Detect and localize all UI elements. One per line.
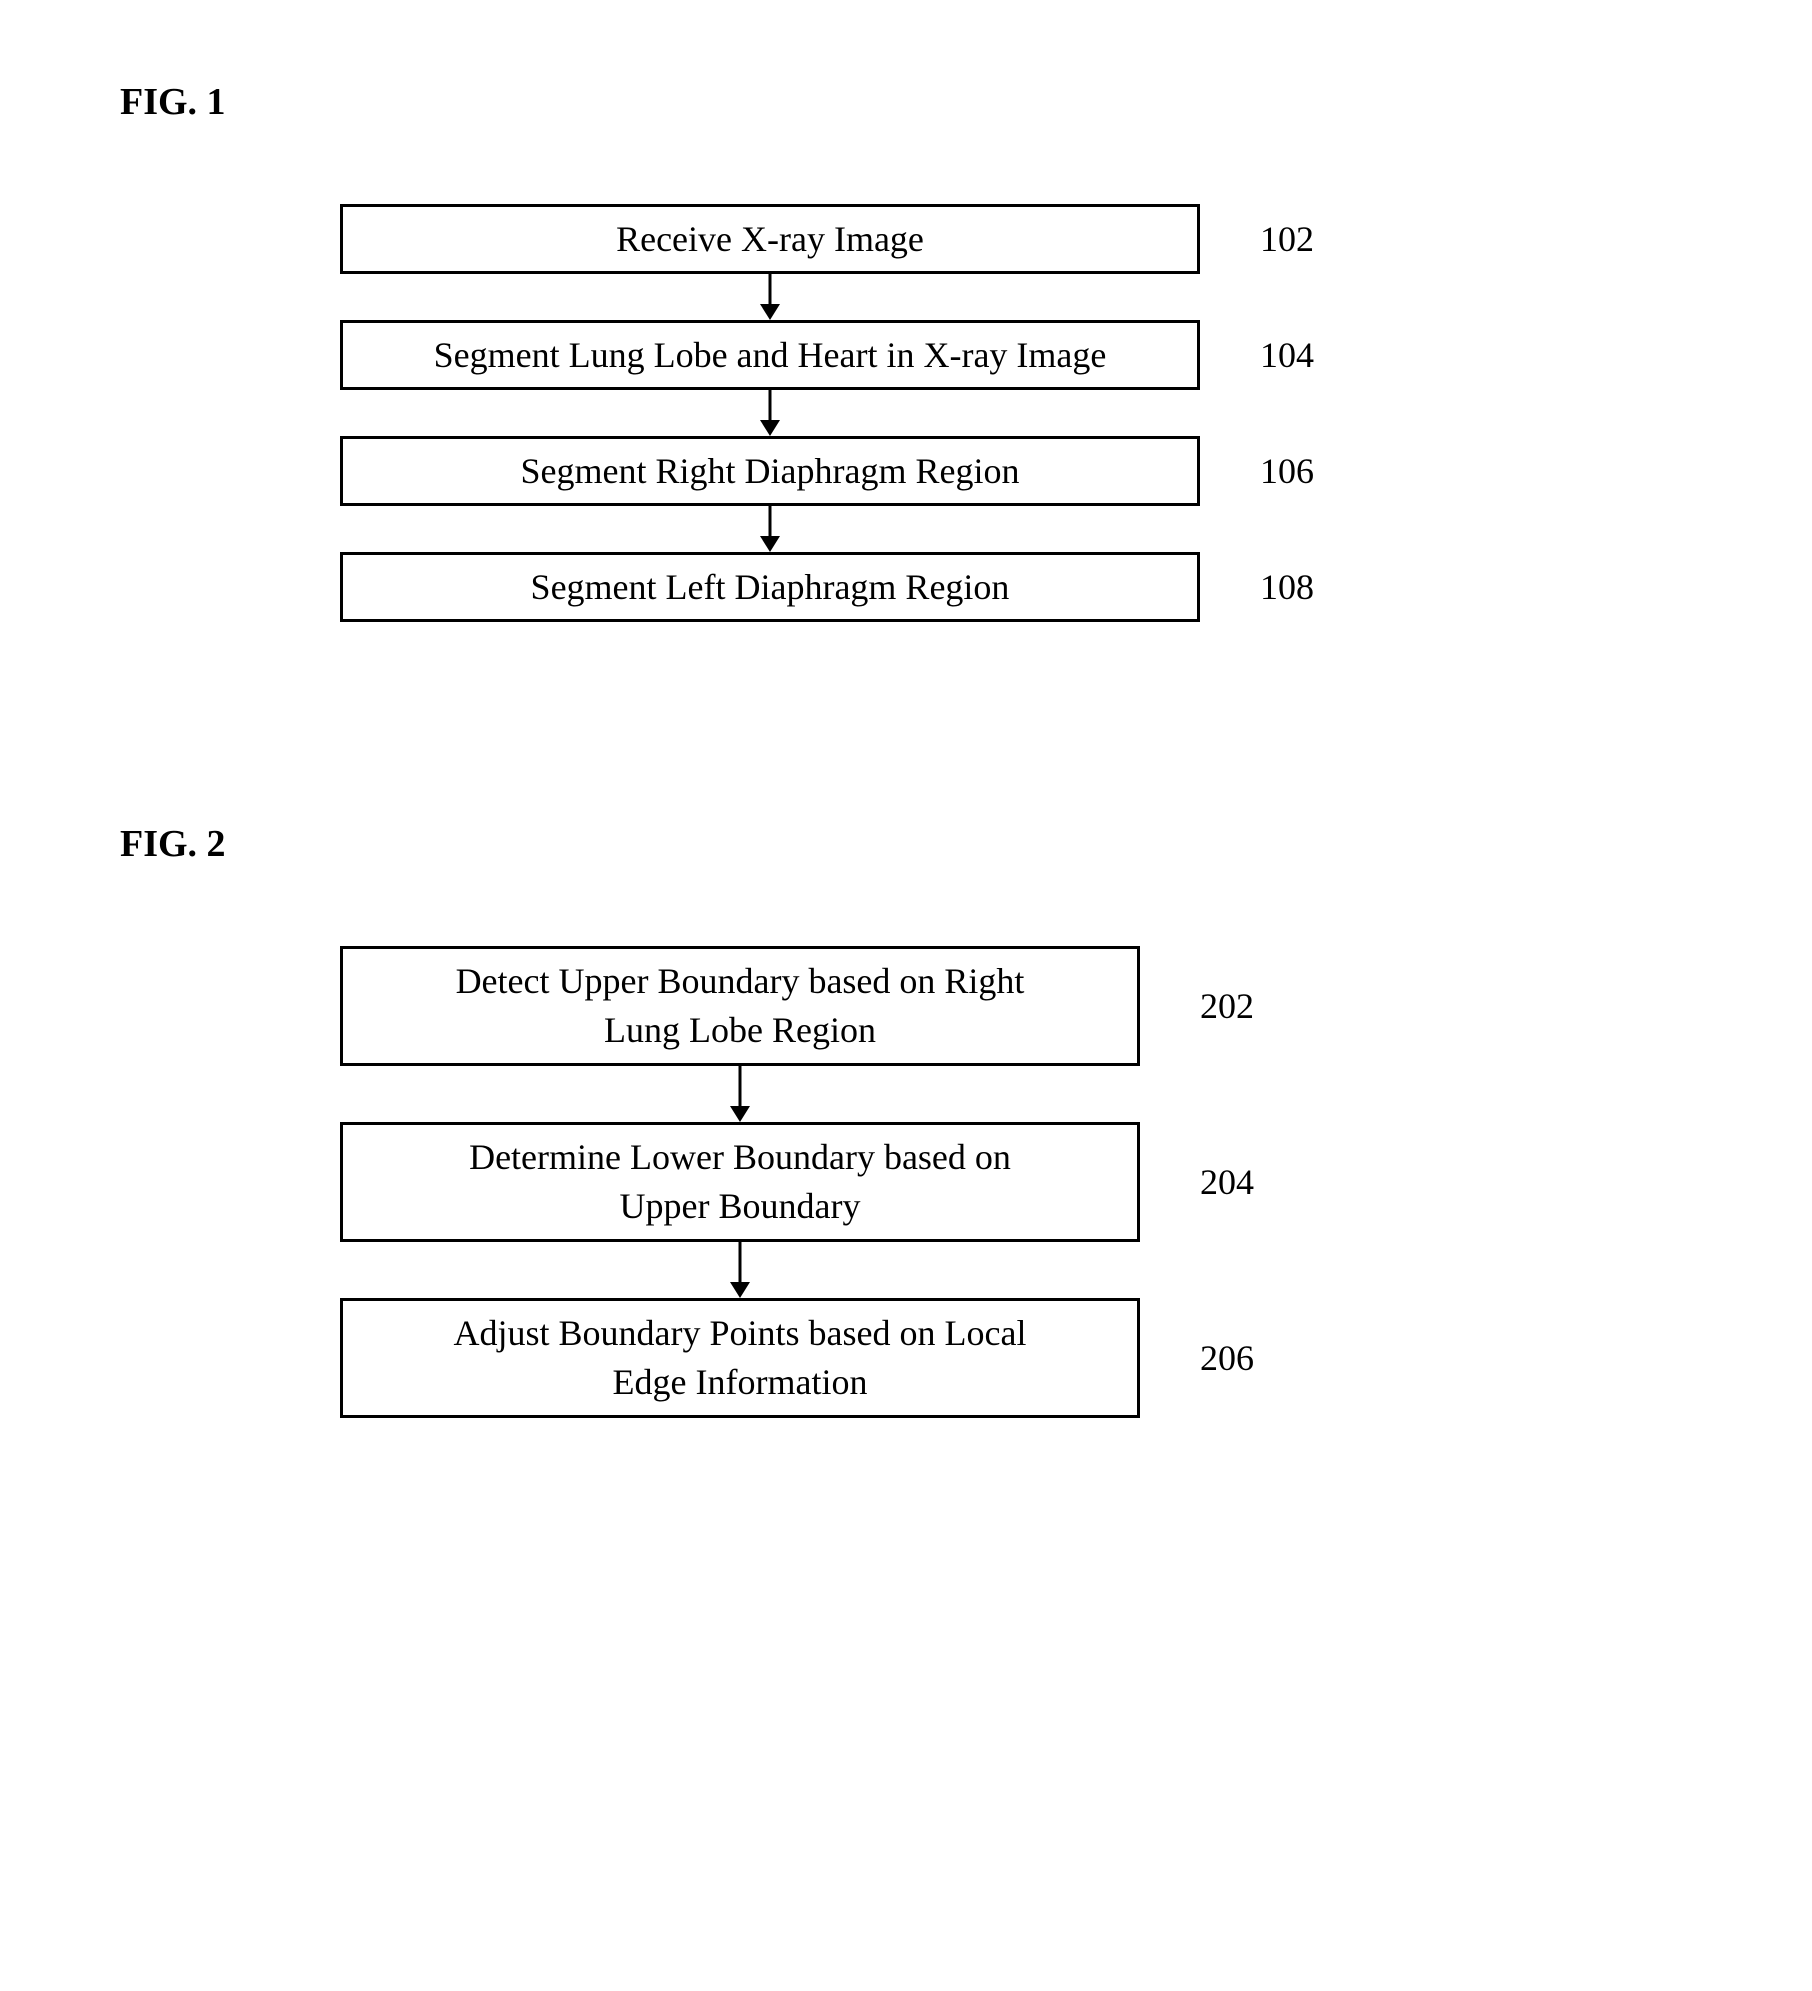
- flow-label-102: 102: [1260, 218, 1380, 260]
- flow-box-text: Segment Right Diaphragm Region: [521, 447, 1020, 496]
- flow-label-104: 104: [1260, 334, 1380, 376]
- flow-row: Segment Right Diaphragm Region 106: [340, 436, 1540, 506]
- flow-row: Segment Left Diaphragm Region 108: [340, 552, 1540, 622]
- flow-row: Determine Lower Boundary based on Upper …: [340, 1122, 1540, 1242]
- figure-1-title: FIG. 1: [120, 80, 1732, 124]
- flow-row: Segment Lung Lobe and Heart in X-ray Ima…: [340, 320, 1540, 390]
- flow-box-108: Segment Left Diaphragm Region: [340, 552, 1200, 622]
- arrow-wrap: [340, 390, 1540, 436]
- figure-2: FIG. 2 Detect Upper Boundary based on Ri…: [80, 822, 1732, 1418]
- flow-box-text-l2: Lung Lobe Region: [604, 1006, 876, 1055]
- figure-1-flowchart: Receive X-ray Image 102 Segment Lung Lob…: [340, 204, 1540, 622]
- arrow-down-icon: [340, 274, 1200, 320]
- flow-box-text: Segment Lung Lobe and Heart in X-ray Ima…: [434, 331, 1107, 380]
- flow-row: Adjust Boundary Points based on Local Ed…: [340, 1298, 1540, 1418]
- figure-2-flowchart: Detect Upper Boundary based on Right Lun…: [340, 946, 1540, 1418]
- flow-box-106: Segment Right Diaphragm Region: [340, 436, 1200, 506]
- flow-box-202: Detect Upper Boundary based on Right Lun…: [340, 946, 1140, 1066]
- figure-1: FIG. 1 Receive X-ray Image 102 Segment L…: [80, 80, 1732, 622]
- arrow-wrap: [340, 506, 1540, 552]
- flow-box-text-l2: Upper Boundary: [620, 1182, 861, 1231]
- arrow-down-icon: [340, 1242, 1140, 1298]
- flow-box-104: Segment Lung Lobe and Heart in X-ray Ima…: [340, 320, 1200, 390]
- flow-box-102: Receive X-ray Image: [340, 204, 1200, 274]
- figure-2-title: FIG. 2: [120, 822, 1732, 866]
- flow-box-text-l2: Edge Information: [613, 1358, 868, 1407]
- arrow-wrap: [340, 1066, 1540, 1122]
- flow-label-108: 108: [1260, 566, 1380, 608]
- flow-box-text-l1: Determine Lower Boundary based on: [469, 1133, 1011, 1182]
- flow-box-206: Adjust Boundary Points based on Local Ed…: [340, 1298, 1140, 1418]
- arrow-wrap: [340, 1242, 1540, 1298]
- flow-box-text-l1: Adjust Boundary Points based on Local: [454, 1309, 1027, 1358]
- flow-box-204: Determine Lower Boundary based on Upper …: [340, 1122, 1140, 1242]
- flow-box-text: Segment Left Diaphragm Region: [531, 563, 1010, 612]
- arrow-wrap: [340, 274, 1540, 320]
- flow-label-204: 204: [1200, 1161, 1320, 1203]
- flow-box-text: Receive X-ray Image: [616, 215, 924, 264]
- arrow-down-icon: [340, 1066, 1140, 1122]
- flow-box-text-l1: Detect Upper Boundary based on Right: [456, 957, 1025, 1006]
- flow-row: Receive X-ray Image 102: [340, 204, 1540, 274]
- flow-label-202: 202: [1200, 985, 1320, 1027]
- arrow-down-icon: [340, 390, 1200, 436]
- arrow-down-icon: [340, 506, 1200, 552]
- flow-label-106: 106: [1260, 450, 1380, 492]
- flow-label-206: 206: [1200, 1337, 1320, 1379]
- flow-row: Detect Upper Boundary based on Right Lun…: [340, 946, 1540, 1066]
